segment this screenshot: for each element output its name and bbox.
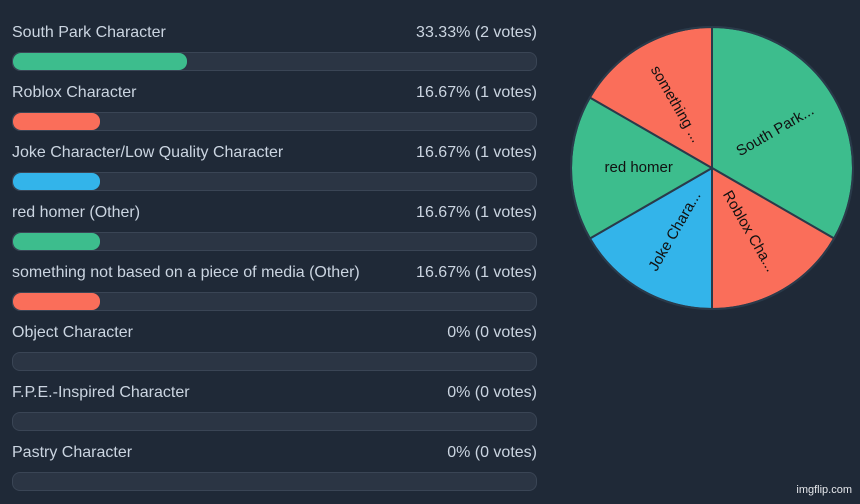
option-label: Pastry Character [12,444,133,461]
bar-fill [13,293,101,310]
option-value-label: 16.67% (1 votes) [416,264,537,281]
option-value-label: 16.67% (1 votes) [416,144,537,161]
option-value-label: 33.33% (2 votes) [416,24,537,41]
bar-track [12,292,537,311]
option-label: South Park Character [12,24,166,41]
option-label: F.P.E.-Inspired Character [12,384,190,401]
poll-row: South Park Character 33.33% (2 votes) [12,24,537,84]
watermark: imgflip.com [796,484,852,496]
bar-fill [13,233,101,250]
bar-track [12,472,537,491]
bar-track [12,232,537,251]
poll-row: Object Character 0% (0 votes) [12,324,537,384]
poll-row: something not based on a piece of media … [12,264,537,324]
pie-slice-label: red homer [604,159,672,176]
poll-row-header: Pastry Character 0% (0 votes) [12,444,537,468]
poll-row-header: Joke Character/Low Quality Character 16.6… [12,144,537,168]
option-value-label: 16.67% (1 votes) [416,84,537,101]
poll-row-header: Roblox Character 16.67% (1 votes) [12,84,537,108]
option-value-label: 0% (0 votes) [447,324,537,341]
poll-row-header: something not based on a piece of media … [12,264,537,288]
option-label: Joke Character/Low Quality Character [12,144,284,161]
poll-row-header: South Park Character 33.33% (2 votes) [12,24,537,48]
poll-row: Pastry Character 0% (0 votes) [12,444,537,504]
poll-row-header: F.P.E.-Inspired Character 0% (0 votes) [12,384,537,408]
bar-track [12,172,537,191]
option-label: red homer (Other) [12,204,141,221]
poll-row-header: red homer (Other) 16.67% (1 votes) [12,204,537,228]
bar-track [12,412,537,431]
bar-track [12,112,537,131]
option-value-label: 16.67% (1 votes) [416,204,537,221]
pie-outline [570,26,854,310]
option-label: Roblox Character [12,84,137,101]
bar-fill [13,113,101,130]
option-label: Object Character [12,324,133,341]
pie-chart-svg: South Park...Roblox Cha...Joke Chara...r… [570,25,854,311]
option-value-label: 0% (0 votes) [447,444,537,461]
poll-row: F.P.E.-Inspired Character 0% (0 votes) [12,384,537,444]
poll-results: South Park Character 33.33% (2 votes) Robl… [12,24,537,504]
bar-fill [13,173,101,190]
poll-row: Roblox Character 16.67% (1 votes) [12,84,537,144]
poll-row: red homer (Other) 16.67% (1 votes) [12,204,537,264]
poll-row-header: Object Character 0% (0 votes) [12,324,537,348]
poll-row: Joke Character/Low Quality Character 16.6… [12,144,537,204]
option-label: something not based on a piece of media … [12,264,360,281]
bar-fill [13,53,188,70]
bar-track [12,52,537,71]
option-value-label: 0% (0 votes) [447,384,537,401]
bar-track [12,352,537,371]
pie-chart: South Park... Roblox Cha... Joke Chara... r… [568,24,856,312]
